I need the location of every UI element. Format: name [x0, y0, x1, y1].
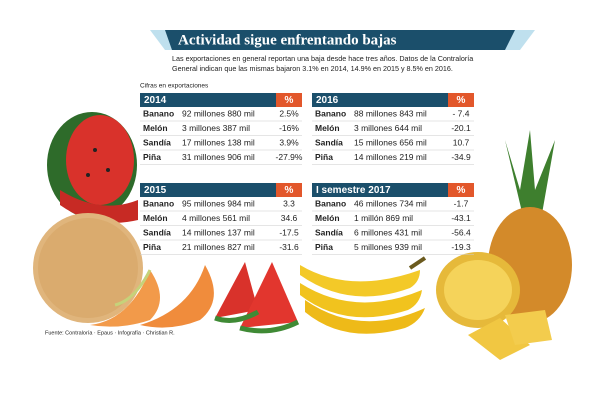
amount: 14 millones 137 mil [182, 227, 255, 237]
amount: 17 millones 138 mil [182, 137, 255, 147]
amount: 92 millones 880 mil [182, 108, 255, 118]
pct-header-cell [276, 183, 302, 197]
percent: -16% [279, 123, 299, 133]
pineapple-illustration [436, 130, 572, 360]
amount: 4 millones 561 mil [182, 213, 250, 223]
amount: 31 millones 906 mil [182, 152, 255, 162]
melon-illustration [33, 213, 214, 328]
pct-header: % [457, 185, 466, 196]
amount: 46 millones 734 mil [354, 198, 427, 208]
amount: 95 millones 984 mil [182, 198, 255, 208]
fruit: Banano [315, 198, 346, 208]
fruit: Sandía [143, 227, 171, 237]
fruit: Piña [143, 242, 161, 252]
amount: 6 millones 431 mil [354, 227, 422, 237]
amount: 3 millones 387 mil [182, 123, 250, 133]
table-header [312, 93, 474, 107]
fruit: Melón [143, 123, 168, 133]
percent: -19.3 [451, 242, 471, 252]
percent: 34.6 [281, 213, 298, 223]
percent: -27.9% [276, 152, 303, 162]
fruit: Piña [315, 152, 333, 162]
source: Fuente: Contraloría · Epaus · Infografía… [45, 330, 175, 336]
amount: 88 millones 843 mil [354, 108, 427, 118]
pct-header-cell [276, 93, 302, 107]
percent: -31.6 [279, 242, 299, 252]
percent: - 7.4 [452, 108, 469, 118]
percent: 3.3 [283, 198, 295, 208]
pct-header-cell [448, 93, 474, 107]
fruit: Melón [315, 213, 340, 223]
table-header [140, 93, 302, 107]
fruit: Sandía [315, 227, 343, 237]
pct-header: % [457, 95, 466, 106]
amount: 15 millones 656 mil [354, 137, 427, 147]
percent: 3.9% [279, 137, 299, 147]
fruit: Sandía [315, 137, 343, 147]
amount: 14 millones 219 mil [354, 152, 427, 162]
watermelon-slices [214, 262, 300, 334]
amount: 3 millones 644 mil [354, 123, 422, 133]
percent: -34.9 [451, 152, 471, 162]
fruit: Melón [143, 213, 168, 223]
period: 2015 [144, 185, 167, 196]
caption: Cifras en exportaciones [140, 83, 209, 90]
banana-illustration [300, 256, 427, 334]
percent: -56.4 [451, 227, 471, 237]
percent: 2.5% [279, 108, 299, 118]
period: I semestre 2017 [316, 185, 391, 196]
pct-header-cell [448, 183, 474, 197]
fruit: Banano [315, 108, 346, 118]
table-header [140, 183, 302, 197]
percent: -1.7 [454, 198, 469, 208]
percent: 10.7 [453, 137, 470, 147]
fruit: Banano [143, 198, 174, 208]
subtitle: Las exportaciones en general reportan un… [172, 54, 473, 63]
period: 2016 [316, 95, 339, 106]
amount: 21 millones 827 mil [182, 242, 255, 252]
period: 2014 [144, 95, 167, 106]
pct-header: % [285, 95, 294, 106]
amount: 1 millón 869 mil [354, 213, 413, 223]
fruit: Sandía [143, 137, 171, 147]
title-band [165, 30, 515, 50]
title: Actividad sigue enfrentando bajas [178, 32, 397, 48]
fruit: Piña [143, 152, 161, 162]
amount: 5 millones 939 mil [354, 242, 422, 252]
percent: -20.1 [451, 123, 471, 133]
table-header [312, 183, 474, 197]
percent: -43.1 [451, 213, 471, 223]
percent: -17.5 [279, 227, 299, 237]
subtitle: General indican que las mismas bajaron 3… [172, 64, 453, 73]
fruit: Banano [143, 108, 174, 118]
pct-header: % [285, 185, 294, 196]
fruit: Piña [315, 242, 333, 252]
fruit: Melón [315, 123, 340, 133]
